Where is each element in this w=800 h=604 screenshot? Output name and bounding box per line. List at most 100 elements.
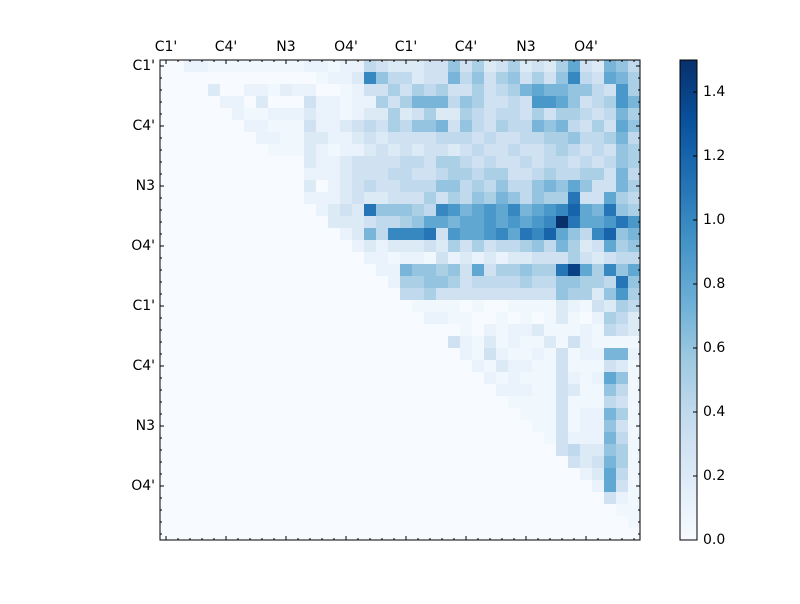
heatmap-cell: [568, 168, 581, 181]
heatmap-cell: [400, 492, 413, 505]
heatmap-cell: [580, 336, 593, 349]
heatmap-cell: [364, 72, 377, 85]
heatmap-cell: [580, 300, 593, 313]
heatmap-cell: [424, 288, 437, 301]
heatmap-cell: [208, 480, 221, 493]
heatmap-cell: [328, 528, 341, 541]
heatmap-cell: [352, 204, 365, 217]
heatmap-cell: [292, 264, 305, 277]
heatmap-cell: [544, 456, 557, 469]
heatmap-cell: [280, 504, 293, 517]
heatmap-cell: [220, 216, 233, 229]
heatmap-cell: [340, 168, 353, 181]
heatmap-cell: [184, 360, 197, 373]
colorbar-tick-label: 0.4: [703, 404, 725, 420]
heatmap-cell: [268, 492, 281, 505]
heatmap-cell: [448, 96, 461, 109]
heatmap-cell: [508, 420, 521, 433]
heatmap-cell: [328, 144, 341, 157]
heatmap-cell: [244, 120, 257, 133]
heatmap-cell: [304, 96, 317, 109]
heatmap-cell: [184, 120, 197, 133]
heatmap-cell: [424, 84, 437, 97]
heatmap-cell: [472, 252, 485, 265]
heatmap-cell: [244, 240, 257, 253]
heatmap-cell: [352, 120, 365, 133]
heatmap-cell: [544, 528, 557, 541]
heatmap-cell: [160, 84, 173, 97]
heatmap-cell: [448, 312, 461, 325]
heatmap-cell: [304, 72, 317, 85]
heatmap-cell: [628, 228, 641, 241]
heatmap-cell: [340, 120, 353, 133]
heatmap-cell: [424, 168, 437, 181]
heatmap-cell: [592, 60, 605, 73]
heatmap-cell: [376, 120, 389, 133]
heatmap-cell: [388, 444, 401, 457]
heatmap-cell: [616, 444, 629, 457]
heatmap-cell: [208, 144, 221, 157]
heatmap-cell: [412, 120, 425, 133]
heatmap-cell: [484, 180, 497, 193]
heatmap-cell: [532, 516, 545, 529]
heatmap-cell: [340, 372, 353, 385]
heatmap-cell: [172, 444, 185, 457]
heatmap-cell: [244, 192, 257, 205]
heatmap-cell: [196, 300, 209, 313]
heatmap-cell: [376, 384, 389, 397]
heatmap-cell: [604, 192, 617, 205]
heatmap-cell: [568, 384, 581, 397]
heatmap-cell: [208, 420, 221, 433]
heatmap-cell: [472, 420, 485, 433]
heatmap-cell: [424, 204, 437, 217]
heatmap-cell: [592, 324, 605, 337]
heatmap-cell: [160, 240, 173, 253]
heatmap-cell: [292, 300, 305, 313]
heatmap-cell: [220, 336, 233, 349]
heatmap-cell: [508, 396, 521, 409]
heatmap-cell: [268, 60, 281, 73]
heatmap-cell: [472, 84, 485, 97]
heatmap-cell: [208, 516, 221, 529]
heatmap-cell: [172, 84, 185, 97]
heatmap-cell: [544, 120, 557, 133]
heatmap-cell: [316, 516, 329, 529]
heatmap-cell: [376, 420, 389, 433]
heatmap-cell: [352, 264, 365, 277]
heatmap-cell: [340, 204, 353, 217]
heatmap-cell: [496, 468, 509, 481]
heatmap-cell: [484, 276, 497, 289]
heatmap-cell: [280, 192, 293, 205]
heatmap-cell: [340, 156, 353, 169]
heatmap-cell: [436, 72, 449, 85]
heatmap-cell: [508, 168, 521, 181]
heatmap-cell: [268, 216, 281, 229]
heatmap-cell: [604, 228, 617, 241]
heatmap-cell: [448, 492, 461, 505]
heatmap-cell: [424, 444, 437, 457]
heatmap-cell: [568, 516, 581, 529]
heatmap-cell: [340, 492, 353, 505]
heatmap-cell: [220, 324, 233, 337]
heatmap-cell: [568, 252, 581, 265]
heatmap-cell: [376, 516, 389, 529]
heatmap-cell: [496, 408, 509, 421]
heatmap-cell: [544, 420, 557, 433]
heatmap-cell: [580, 408, 593, 421]
heatmap-cell: [280, 252, 293, 265]
heatmap-cell: [484, 240, 497, 253]
heatmap-cell: [412, 252, 425, 265]
heatmap-cell: [172, 480, 185, 493]
heatmap-cell: [328, 432, 341, 445]
heatmap-cell: [460, 456, 473, 469]
heatmap-cell: [556, 516, 569, 529]
heatmap-cell: [232, 444, 245, 457]
heatmap-cell: [616, 492, 629, 505]
heatmap-cell: [580, 468, 593, 481]
heatmap-cell: [328, 156, 341, 169]
heatmap-cell: [532, 324, 545, 337]
heatmap-cell: [256, 480, 269, 493]
heatmap-cell: [292, 528, 305, 541]
heatmap-cell: [508, 132, 521, 145]
heatmap-cell: [436, 144, 449, 157]
